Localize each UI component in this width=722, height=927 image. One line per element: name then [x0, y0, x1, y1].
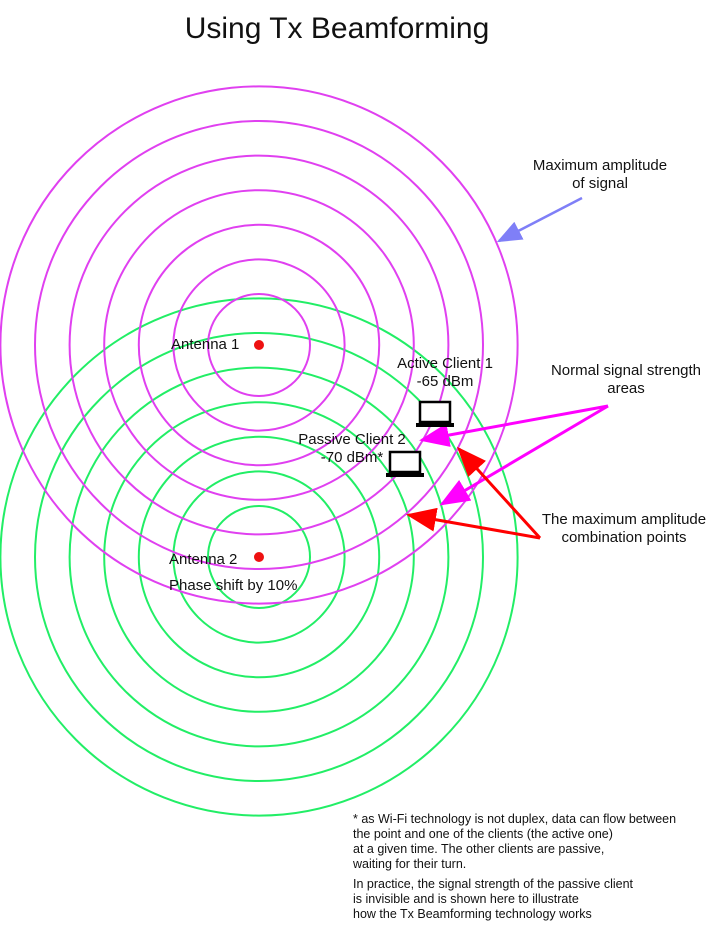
normal-strength-arrow-2 — [439, 404, 609, 506]
combination-points-label: The maximum amplitude combination points — [530, 511, 718, 547]
antenna2-waves — [0, 297, 519, 817]
passive-client-signal: -70 dBm* — [320, 449, 384, 466]
max-amplitude-label: Maximum amplitude of signal — [520, 157, 680, 193]
active-client-laptop-icon — [416, 400, 454, 427]
max-amplitude-line2: of signal — [572, 175, 628, 192]
phase-shift-label: Phase shift by 10% — [169, 577, 298, 594]
antenna1-label: Antenna 1 — [171, 336, 240, 353]
antenna1-wave-ring — [0, 85, 519, 605]
footnote-line: at a given time. The other clients are p… — [353, 842, 605, 856]
antenna1-wave-ring — [137, 223, 381, 467]
footnote: * as Wi-Fi technology is not duplex, dat… — [353, 812, 676, 872]
antenna1-wave-ring — [68, 154, 450, 536]
practice-note: In practice, the signal strength of the … — [353, 877, 633, 922]
active-client-signal: -65 dBm — [416, 373, 474, 390]
footnote-line: the point and one of the clients (the ac… — [353, 827, 613, 841]
footnote-line: waiting for their turn. — [353, 857, 467, 871]
max-amplitude-arrow — [496, 196, 583, 243]
antenna1-wave-ring — [172, 258, 346, 432]
normal-strength-arrow-1 — [419, 404, 609, 447]
normal-strength-line1: Normal signal strength — [550, 362, 702, 379]
passive-client-name: Passive Client 2 — [298, 431, 406, 448]
antenna2-wave-ring — [137, 435, 381, 679]
max-amplitude-line1: Maximum amplitude — [532, 157, 668, 174]
active-client-label: Active Client 1 -65 dBm — [390, 355, 500, 391]
practice-line: how the Tx Beamforming technology works — [353, 907, 592, 921]
normal-strength-line2: areas — [607, 380, 645, 397]
antenna2-wave-ring — [207, 505, 311, 609]
antenna2-label: Antenna 2 — [169, 551, 238, 568]
page-title: Using Tx Beamforming — [184, 12, 490, 45]
antenna1-wave-ring — [103, 189, 415, 501]
antenna2-wave-ring — [103, 401, 415, 713]
passive-client-label: Passive Client 2 -70 dBm* — [292, 431, 412, 467]
normal-strength-label: Normal signal strength areas — [536, 362, 716, 398]
practice-line: is invisible and is shown here to illust… — [353, 892, 579, 906]
footnote-line: * as Wi-Fi technology is not duplex, dat… — [353, 812, 677, 826]
combination-line1: The maximum amplitude — [541, 511, 707, 528]
antenna1-waves — [0, 85, 519, 605]
combination-arrow-1 — [456, 446, 542, 540]
antenna2-wave-ring — [172, 470, 346, 644]
antenna2-wave-ring — [34, 332, 484, 782]
passive-client-laptop-icon — [386, 450, 424, 477]
antenna2-wave-ring — [68, 366, 450, 748]
antenna1-wave-ring — [34, 120, 484, 570]
practice-line: In practice, the signal strength of the … — [353, 877, 634, 891]
antenna1-wave-ring — [207, 293, 311, 397]
antenna1-dot-icon — [254, 340, 264, 350]
antenna2-dot-icon — [254, 552, 264, 562]
combination-line2: combination points — [561, 529, 687, 546]
combination-arrow-2 — [406, 507, 541, 540]
antenna2-wave-ring — [0, 297, 519, 817]
active-client-name: Active Client 1 — [397, 355, 493, 372]
